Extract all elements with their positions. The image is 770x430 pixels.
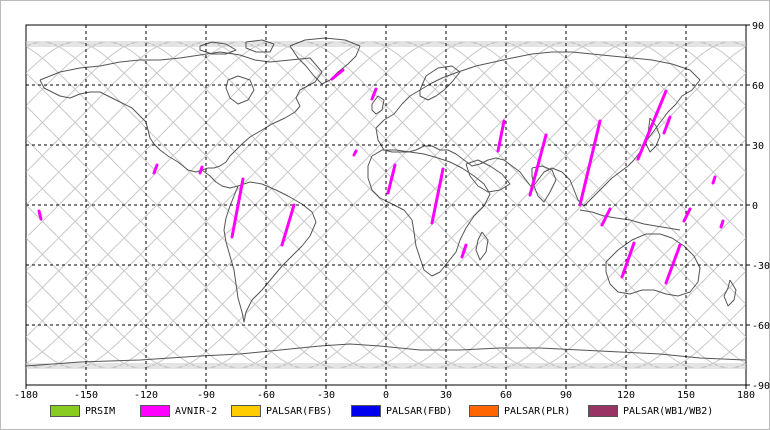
legend-item: PALSAR(FBD) <box>351 404 452 418</box>
x-tick-label: 0 <box>383 390 389 400</box>
x-tick-label: 120 <box>617 390 635 400</box>
observation-swath <box>430 167 445 225</box>
x-tick-label: 180 <box>737 390 755 400</box>
x-tick-label: 30 <box>440 390 452 400</box>
x-tick-label: -180 <box>14 390 38 400</box>
orbit-track <box>27 41 746 369</box>
longitude-axis: -180 -150 -120 -90 -60 -30 0 30 60 90 120 150 180 <box>14 385 755 400</box>
orbit-track <box>27 41 746 369</box>
y-tick-label: -90 <box>752 381 770 392</box>
observation-swath <box>719 219 725 229</box>
legend-item: PALSAR(PLR) <box>469 404 570 418</box>
observation-swath <box>636 89 668 161</box>
world-coverage-map: -180 -150 -120 -90 -60 -30 0 30 60 90 120 150 180 90… <box>14 21 770 400</box>
observation-swath <box>600 207 612 227</box>
legend-item: PALSAR(FBS) <box>231 404 332 418</box>
observation-swath <box>664 243 682 285</box>
observation-swath <box>496 119 506 153</box>
coast-antarctica <box>25 343 746 367</box>
observation-swath <box>528 133 548 197</box>
coast-arctic-islands-2 <box>245 39 275 53</box>
x-tick-label: -30 <box>317 390 335 400</box>
y-tick-label: 90 <box>752 21 764 32</box>
legend-label: PALSAR(FBD) <box>386 405 453 417</box>
legend-swatch <box>231 405 261 417</box>
orbit-track <box>26 41 746 369</box>
x-tick-label: 60 <box>500 390 512 400</box>
sensor-legend: PRSIM AVNIR-2 PALSAR(FBS) PALSAR(FBD) PALSAR… <box>0 401 770 421</box>
orbit-track <box>26 41 745 369</box>
y-tick-label: 0 <box>752 201 758 212</box>
observation-swath <box>711 175 717 185</box>
coast-north-america <box>39 51 323 173</box>
coast-central-america <box>201 169 239 189</box>
observation-swath <box>386 163 397 195</box>
x-tick-label: -120 <box>134 390 158 400</box>
coast-australia <box>605 233 701 297</box>
y-tick-label: -30 <box>752 261 770 272</box>
coast-arctic-islands <box>199 41 237 55</box>
observation-swath <box>352 149 358 157</box>
legend-label: PALSAR(PLR) <box>504 405 571 417</box>
legend-swatch <box>140 405 170 417</box>
coast-madagascar <box>475 231 489 261</box>
legend-swatch <box>469 405 499 417</box>
latitude-axis: 90 60 30 0 -30 -60 -90 <box>746 21 770 392</box>
observation-swath <box>330 68 345 81</box>
orbit-track <box>26 41 746 369</box>
legend-swatch <box>351 405 381 417</box>
observation-swath <box>370 87 378 101</box>
avnir2-observation-swaths <box>37 68 725 285</box>
x-tick-label: 150 <box>677 390 695 400</box>
coast-south-america <box>223 181 317 323</box>
legend-label: PALSAR(WB1/WB2) <box>623 405 714 417</box>
x-tick-label: -150 <box>74 390 98 400</box>
observation-swath <box>578 119 602 207</box>
orbit-track <box>26 41 746 369</box>
legend-label: PRSIM <box>85 405 116 417</box>
legend-swatch <box>50 405 80 417</box>
coastlines <box>25 37 746 367</box>
y-tick-label: -60 <box>752 321 770 332</box>
legend-swatch <box>588 405 618 417</box>
y-tick-label: 30 <box>752 141 764 152</box>
legend-item: PALSAR(WB1/WB2) <box>588 404 713 418</box>
observation-swath <box>230 177 245 239</box>
orbit-track <box>26 41 745 369</box>
coast-scandinavia <box>419 65 461 101</box>
orbit-tracks <box>26 41 746 369</box>
orbit-track <box>26 41 744 369</box>
coast-eurasia <box>375 51 701 207</box>
observation-swath <box>198 165 204 175</box>
observation-swath <box>682 207 692 223</box>
coast-arabia <box>465 159 511 193</box>
orbit-track <box>26 41 745 369</box>
legend-item: AVNIR-2 <box>140 404 217 418</box>
graticule <box>26 25 746 385</box>
x-tick-label: -90 <box>197 390 215 400</box>
coast-uk <box>371 95 385 115</box>
observation-swath <box>620 241 636 279</box>
x-tick-label: -60 <box>257 390 275 400</box>
coast-new-zealand <box>723 279 737 307</box>
observation-swath <box>37 209 43 221</box>
coast-africa <box>367 149 491 277</box>
coast-hudson-bay <box>225 75 255 105</box>
orbit-track <box>27 41 746 369</box>
y-tick-label: 60 <box>752 81 764 92</box>
legend-item: PRSIM <box>50 404 115 418</box>
observation-swath <box>662 115 672 135</box>
legend-label: AVNIR-2 <box>175 405 218 417</box>
observation-swath <box>460 243 468 259</box>
observation-swath <box>152 163 159 175</box>
coast-indonesia <box>579 209 681 231</box>
coast-greenland <box>289 37 361 85</box>
observation-swath <box>280 203 296 247</box>
x-tick-label: 90 <box>560 390 572 400</box>
legend-label: PALSAR(FBS) <box>266 405 333 417</box>
